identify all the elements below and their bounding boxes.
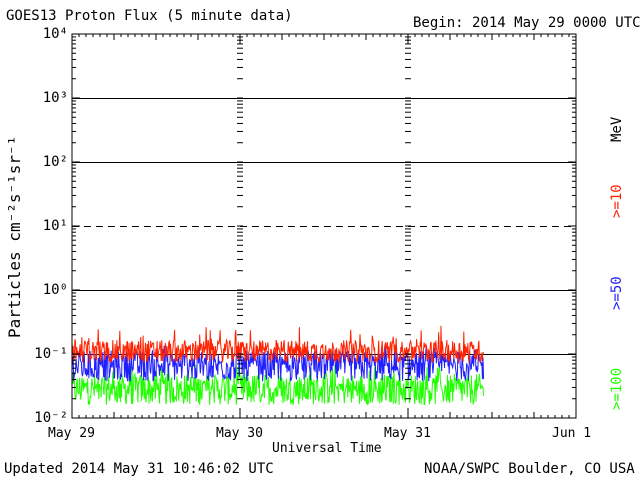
tick-marks [71,34,577,419]
y-tick-label: 10³ [42,90,68,106]
y-tick-label: 10⁴ [42,26,68,42]
chart-title: GOES13 Proton Flux (5 minute data) [6,8,293,24]
units-label: MeV [609,116,625,142]
legend-10mev: >=10 [609,184,625,218]
x-tick-label: May 29 [48,426,95,441]
series-line-0 [71,325,485,364]
updated-time: Updated 2014 May 31 10:46:02 UTC [4,461,274,477]
series-line-1 [71,345,485,382]
x-tick-label: Jun 1 [552,426,592,441]
y-tick-label: 10² [42,154,68,170]
legend-50mev: >=50 [609,276,625,310]
source-credit: NOAA/SWPC Boulder, CO USA [424,461,635,477]
legend-100mev: >=100 [609,367,625,410]
y-tick-label: 10⁻² [34,410,68,426]
begin-time: Begin: 2014 May 29 0000 UTC [413,15,640,31]
y-tick-label: 10¹ [42,218,68,234]
x-tick-label: May 30 [216,426,263,441]
series-layer [71,325,485,406]
y-tick-label: 10⁻¹ [34,346,68,362]
y-tick-label: 10⁰ [42,282,68,298]
x-tick-label: May 31 [384,426,431,441]
grid-lines [72,98,576,355]
series-line-2 [71,364,485,406]
x-axis-label: Universal Time [272,441,382,456]
y-axis-label: Particles cm⁻²s⁻¹sr⁻¹ [5,135,24,338]
